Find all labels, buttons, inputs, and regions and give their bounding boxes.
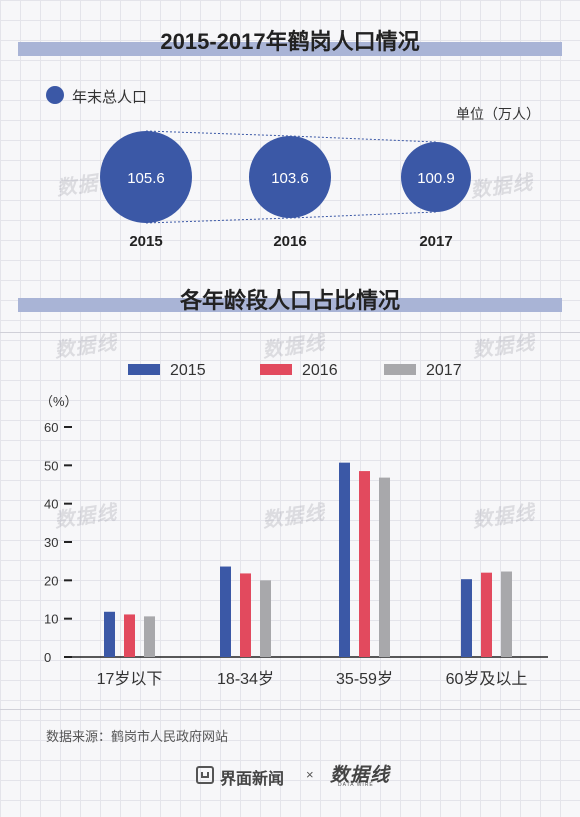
population-bubble [400, 141, 472, 213]
title-band-top [18, 42, 562, 56]
bubble-year-label: 2017 [419, 233, 452, 250]
unit-label: 单位（万人） [456, 106, 540, 122]
bar-2015 [339, 462, 350, 657]
bar-2016 [481, 572, 492, 657]
logo-subtitle: DATA WIRE [338, 782, 374, 788]
legend-label-2017: 2017 [426, 362, 462, 379]
y-tick-label: 50 [44, 458, 58, 473]
bubble-year-label: 2016 [273, 233, 306, 250]
brand-icon [196, 766, 214, 784]
y-tick-label: 0 [44, 650, 51, 665]
legend-label-2015: 2015 [170, 362, 206, 379]
population-bubble [100, 131, 192, 223]
x-tick-label: 60岁及以上 [446, 670, 528, 688]
x-tick-label: 17岁以下 [97, 670, 163, 688]
page-title: 2015-2017年鹤岗人口情况 [160, 29, 420, 54]
y-tick-label: 20 [44, 573, 58, 588]
bubble-year-label: 2015 [129, 233, 162, 250]
section-title-age: 各年龄段人口占比情况 [179, 288, 400, 313]
bubble-value-label: 103.6 [271, 170, 309, 187]
title-band-bottom [18, 298, 562, 312]
legend-swatch-2016 [260, 364, 292, 375]
logo: 数据线 [330, 765, 391, 786]
bar-2016 [124, 614, 135, 657]
legend-label-2016: 2016 [302, 362, 338, 379]
bar-2017 [144, 616, 155, 657]
times-sign: × [306, 767, 314, 782]
source-note: 数据来源：鹤岗市人民政府网站 [46, 729, 229, 744]
legend-bubble-label: 年末总人口 [72, 89, 148, 106]
age-bar-chart: 2015 2016 2017 （%） 0 10 20 30 40 50 60 17岁以下 18-34岁 3… [40, 362, 548, 688]
bar-2015 [461, 579, 472, 657]
y-tick-label: 60 [44, 420, 58, 435]
bubble-value-label: 105.6 [127, 170, 165, 187]
bar-2015 [220, 566, 231, 657]
population-bubble [248, 135, 332, 219]
bar-2016 [240, 573, 251, 657]
bar-2017 [501, 571, 512, 657]
population-bubble-chart: 105.6 2015 103.6 2016 100.9 2017 [100, 130, 472, 250]
footer: 界面新闻 × 数据线 DATA WIRE [0, 764, 580, 788]
x-tick-label: 35-59岁 [336, 670, 393, 688]
bar-2016 [359, 471, 370, 657]
y-tick-label: 30 [44, 535, 58, 550]
y-axis-label: （%） [40, 394, 78, 409]
brand-name: 界面新闻 [220, 771, 285, 788]
bubble-value-label: 100.9 [417, 170, 455, 187]
y-tick-label: 40 [44, 497, 58, 512]
legend-swatch-2015 [128, 364, 160, 375]
y-tick-label: 10 [44, 612, 58, 627]
bar-2017 [260, 580, 271, 657]
x-tick-label: 18-34岁 [217, 670, 274, 688]
legend-swatch-2017 [384, 364, 416, 375]
legend-bubble-marker [46, 86, 64, 104]
bar-2015 [104, 611, 115, 657]
bar-chart-panel [0, 332, 580, 710]
bar-2017 [379, 477, 390, 657]
